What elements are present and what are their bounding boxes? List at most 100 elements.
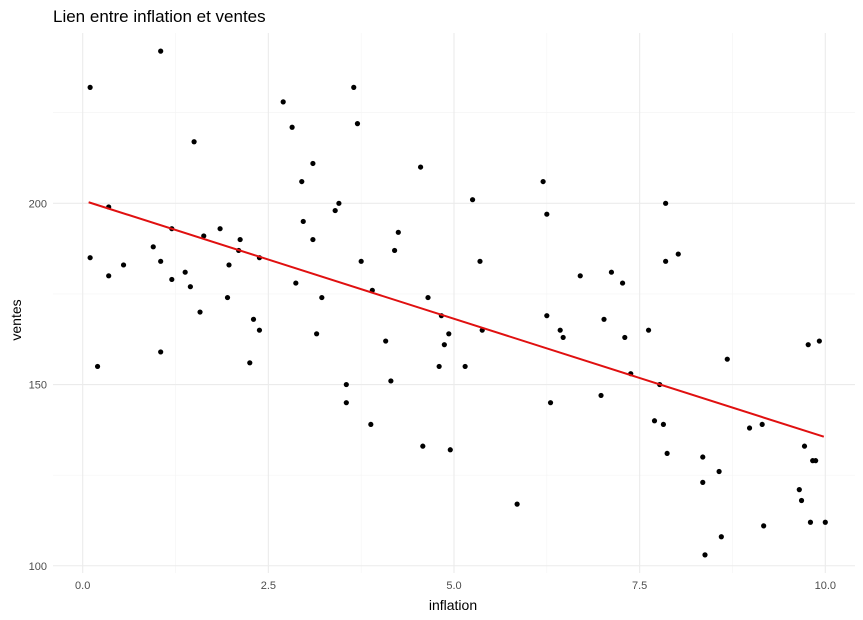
data-point — [310, 236, 316, 243]
data-point — [197, 309, 203, 315]
data-point — [622, 334, 628, 341]
data-point — [700, 454, 706, 460]
data-point — [391, 247, 398, 254]
data-point — [761, 523, 767, 529]
data-point — [807, 519, 814, 525]
data-point — [332, 207, 338, 214]
data-point — [675, 251, 681, 257]
data-point — [310, 160, 316, 167]
data-point — [801, 443, 808, 449]
data-point — [120, 262, 127, 268]
data-point — [94, 363, 101, 370]
data-point — [293, 280, 299, 286]
data-point — [191, 139, 197, 145]
data-point — [354, 121, 361, 127]
data-point — [169, 276, 175, 283]
data-point — [314, 331, 320, 337]
data-point — [441, 342, 447, 348]
data-point — [425, 294, 431, 301]
data-point — [663, 200, 669, 206]
x-tick-label: 0.0 — [75, 580, 90, 592]
data-point — [237, 236, 243, 243]
data-point — [182, 269, 188, 275]
data-point — [289, 124, 295, 130]
data-point — [420, 443, 426, 449]
tick-labels: 0.0 2.5 5.0 7.5 10.0 100 150 200 — [29, 198, 836, 592]
data-point — [300, 218, 306, 225]
data-point — [598, 392, 604, 399]
x-tick-label: 7.5 — [632, 580, 647, 592]
data-point — [547, 400, 554, 406]
data-point — [577, 273, 583, 279]
data-point — [158, 48, 164, 54]
data-point — [224, 294, 231, 301]
data-point — [724, 356, 730, 362]
data-point — [664, 450, 670, 457]
data-point — [336, 200, 342, 206]
data-point — [805, 342, 811, 348]
data-point — [319, 294, 325, 301]
data-point — [544, 211, 550, 217]
y-tick-label: 150 — [29, 380, 47, 392]
data-point — [383, 338, 389, 344]
data-point — [663, 258, 669, 264]
data-point — [608, 269, 615, 275]
data-point — [87, 84, 93, 90]
data-point — [798, 497, 805, 504]
data-point — [351, 84, 357, 90]
y-tick-label: 200 — [29, 198, 47, 210]
data-point — [395, 229, 401, 235]
data-point — [746, 425, 753, 431]
data-point — [645, 327, 652, 333]
trend-line — [88, 201, 825, 438]
data-point — [702, 552, 708, 558]
data-point — [226, 262, 232, 268]
data-point — [560, 334, 566, 341]
data-point — [601, 316, 607, 322]
data-point — [187, 284, 193, 290]
data-point — [247, 360, 253, 366]
data-point — [368, 421, 374, 428]
data-point — [280, 99, 286, 105]
data-point — [557, 327, 563, 333]
data-point — [700, 479, 706, 485]
data-point — [462, 363, 468, 370]
data-point — [477, 258, 483, 264]
data-points — [87, 48, 828, 558]
data-point — [514, 501, 520, 507]
data-point — [469, 197, 476, 203]
data-point — [816, 338, 822, 344]
data-point — [447, 447, 453, 453]
data-point — [619, 280, 626, 286]
data-point — [201, 233, 207, 239]
data-point — [158, 349, 164, 355]
y-tick-label: 100 — [29, 561, 47, 573]
data-point — [651, 418, 658, 424]
data-point — [446, 331, 452, 337]
data-point — [343, 381, 349, 388]
data-point — [87, 255, 93, 261]
x-tick-label: 5.0 — [446, 580, 461, 592]
data-point — [256, 327, 263, 333]
data-point — [299, 178, 305, 185]
data-point — [436, 363, 442, 370]
data-point — [106, 273, 112, 279]
y-axis-title: ventes — [8, 299, 24, 340]
data-point — [718, 534, 724, 540]
data-point — [150, 244, 156, 250]
trend-line-group — [88, 201, 825, 438]
data-point — [716, 468, 722, 475]
data-point — [813, 458, 819, 464]
x-tick-label: 2.5 — [261, 580, 276, 592]
data-point — [388, 378, 394, 384]
data-point — [250, 316, 257, 322]
data-point — [343, 400, 349, 406]
data-point — [217, 226, 223, 232]
data-point — [540, 178, 546, 185]
x-tick-label: 10.0 — [815, 580, 836, 592]
chart-title: Lien entre inflation et ventes — [53, 7, 266, 26]
x-axis-title: inflation — [429, 597, 477, 613]
data-point — [158, 258, 164, 264]
data-point — [358, 258, 364, 264]
